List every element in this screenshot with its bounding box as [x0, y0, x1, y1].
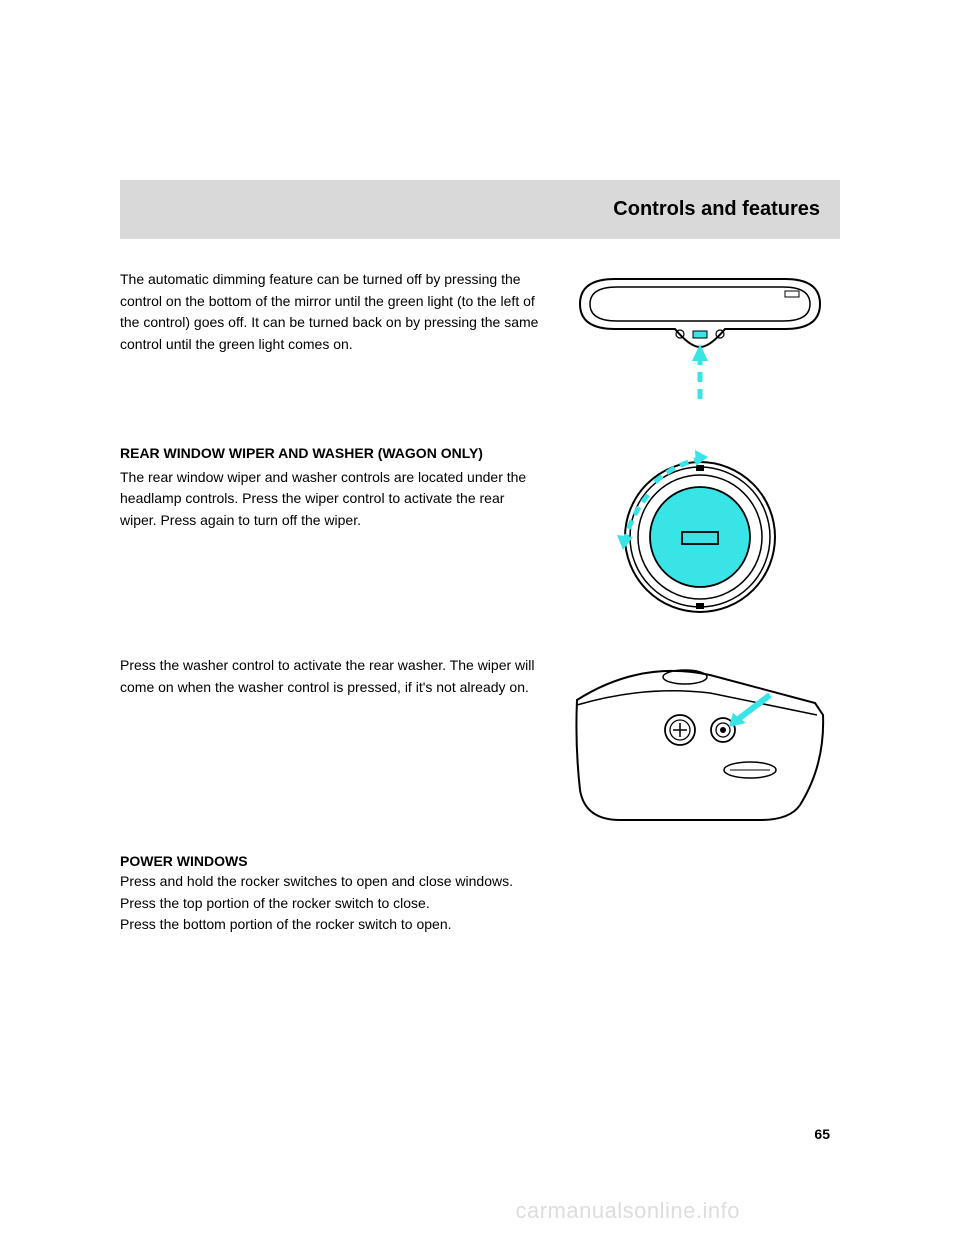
washer-text: Press the washer control to activate the… — [120, 655, 540, 835]
windows-heading: POWER WINDOWS — [120, 853, 840, 869]
panel-diagram — [565, 655, 835, 835]
page-number: 65 — [814, 1126, 830, 1142]
header-title: Controls and features — [140, 198, 820, 221]
panel-diagram-container — [560, 655, 840, 835]
mirror-diagram — [565, 269, 835, 419]
watermark: carmanualsonline.info — [515, 1198, 740, 1224]
section-windows: POWER WINDOWS Press and hold the rocker … — [120, 853, 840, 936]
wiper-text-col: REAR WINDOW WIPER AND WASHER (WAGON ONLY… — [120, 437, 540, 637]
mirror-diagram-container — [560, 269, 840, 419]
windows-text: Press and hold the rocker switches to op… — [120, 871, 840, 936]
mirror-text: The automatic dimming feature can be tur… — [120, 269, 540, 419]
wiper-heading: REAR WINDOW WIPER AND WASHER (WAGON ONLY… — [120, 443, 540, 465]
header-bar: Controls and features — [120, 180, 840, 239]
dial-diagram — [600, 437, 800, 637]
page-container: Controls and features The automatic dimm… — [0, 0, 960, 1242]
section-mirror: The automatic dimming feature can be tur… — [120, 269, 840, 419]
section-washer: Press the washer control to activate the… — [120, 655, 840, 835]
dial-diagram-container — [560, 437, 840, 637]
wiper-text: The rear window wiper and washer control… — [120, 467, 540, 532]
section-wiper: REAR WINDOW WIPER AND WASHER (WAGON ONLY… — [120, 437, 840, 637]
